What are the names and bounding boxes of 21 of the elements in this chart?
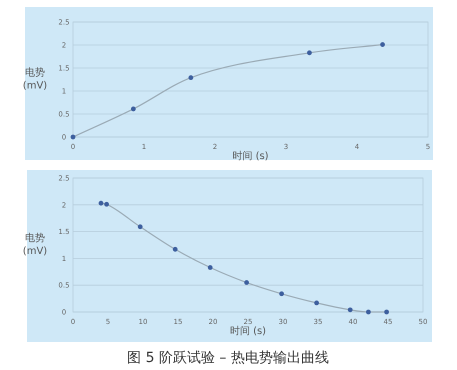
point — [70, 134, 76, 140]
point — [104, 202, 109, 207]
x-axis-title: 时间 (s) — [232, 150, 269, 162]
caption: 图 5 阶跃试验 – 热电势输出曲线 — [127, 350, 329, 366]
point — [208, 265, 213, 270]
point — [314, 300, 319, 306]
point — [188, 75, 194, 80]
point — [380, 42, 385, 47]
point — [172, 246, 178, 252]
point — [279, 291, 284, 296]
point — [244, 280, 249, 285]
point — [384, 310, 389, 314]
x-axis-title: 时间 (s) — [230, 325, 266, 337]
y-axis-title: 电势 (mV) — [22, 66, 48, 92]
point — [307, 50, 312, 56]
point — [348, 307, 353, 312]
point — [366, 310, 371, 314]
point — [130, 106, 136, 112]
point — [98, 200, 104, 206]
y-axis-title: 电势 (mV) — [22, 232, 48, 257]
point — [138, 224, 143, 230]
